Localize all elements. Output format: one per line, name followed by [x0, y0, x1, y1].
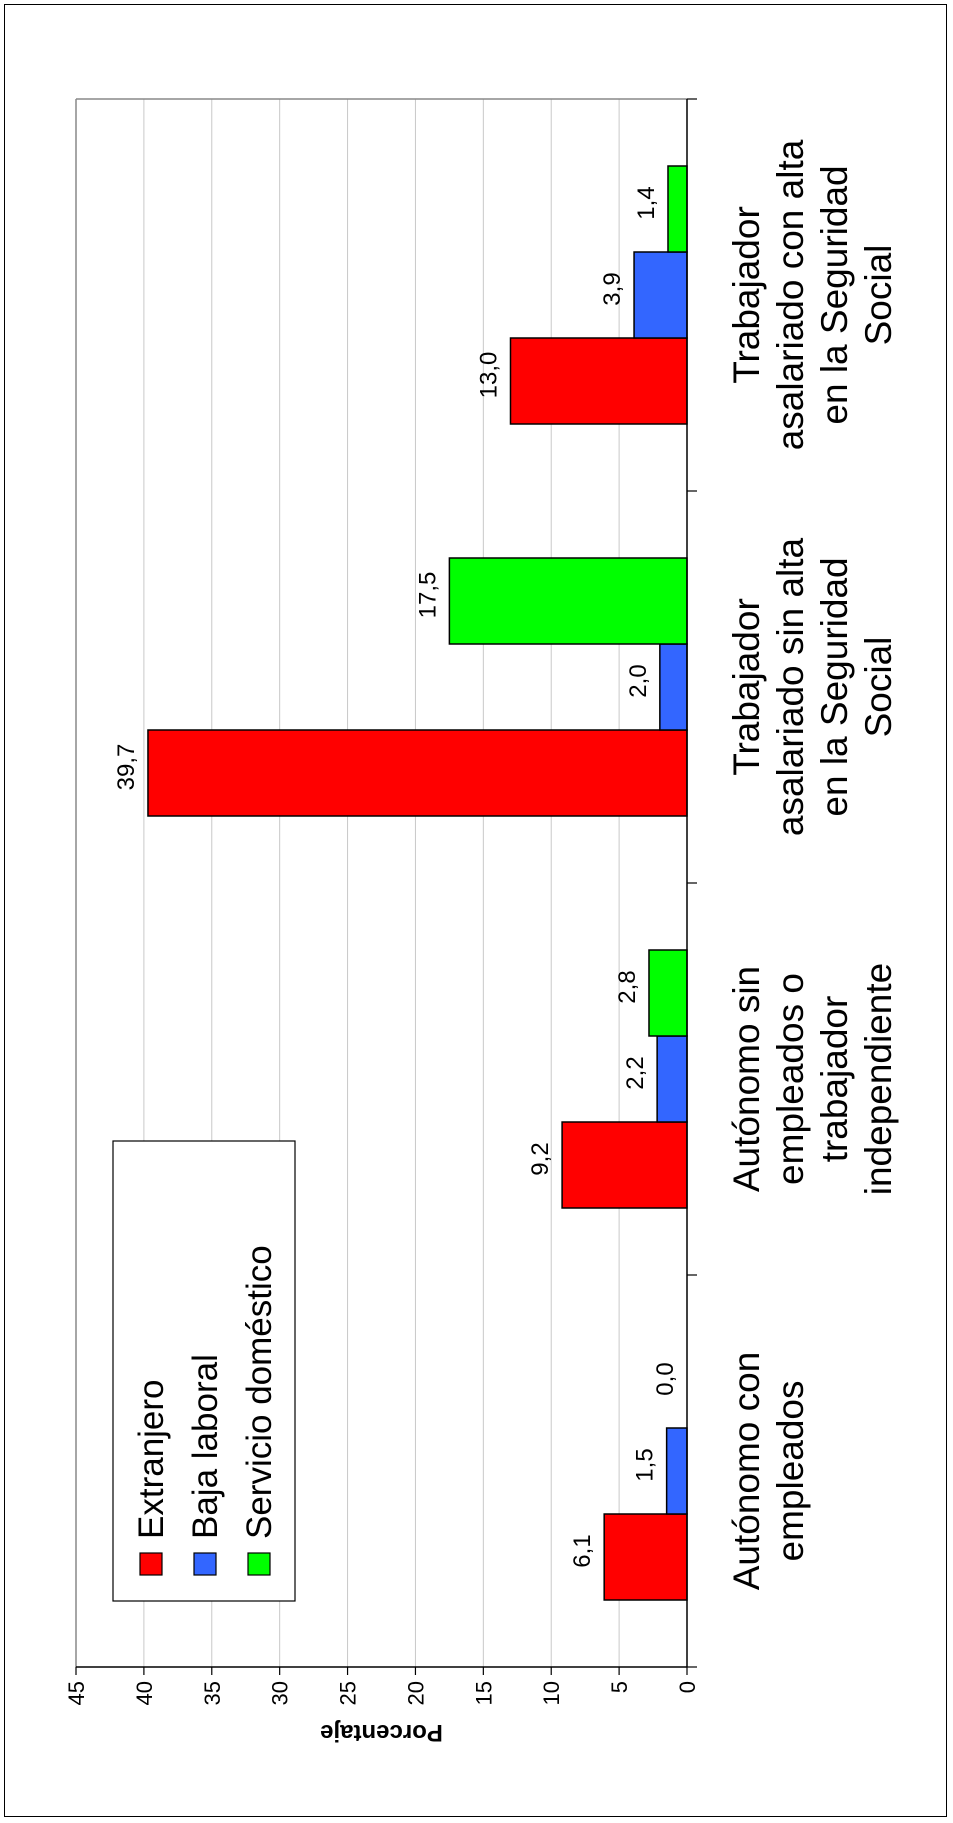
y-tick-label: 35 — [200, 1681, 225, 1705]
category-label: Trabajador asalariado sin alta en la Segur… — [726, 537, 899, 836]
category-label-line: en la Seguridad — [814, 165, 855, 424]
y-axis-title-text: Porcentaje — [320, 1719, 443, 1746]
legend-swatch — [193, 1552, 217, 1576]
category-label: Autónomo sin empleados o trabajador indepen… — [726, 963, 899, 1196]
data-label: 9,2 — [527, 1142, 554, 1175]
category-label-line: Trabajador — [726, 598, 767, 776]
y-tick-labels: 0 5 10 15 20 25 30 35 40 45 — [64, 1681, 700, 1705]
data-label: 0,0 — [652, 1362, 679, 1395]
y-tick-label: 0 — [675, 1681, 700, 1693]
chart-frame: 0 5 10 15 20 25 30 35 40 45 6,1 1,5 0,0 9,2 2,2 2,8 39,… — [4, 4, 947, 1817]
bar — [147, 729, 688, 817]
category-label-line: independiente — [858, 963, 899, 1196]
axes — [75, 98, 697, 1675]
bar — [648, 949, 688, 1037]
bar — [448, 557, 688, 645]
y-tick-label: 15 — [471, 1681, 496, 1705]
data-label: 17,5 — [414, 572, 441, 619]
legend-box — [112, 1140, 296, 1602]
data-labels: 6,1 1,5 0,0 9,2 2,2 2,8 39,7 2,0 17,5 13,0 3,9 1,4 — [113, 186, 679, 1567]
category-label-line: Autónomo con — [726, 1352, 767, 1591]
category-label-line: Autónomo sin — [726, 966, 767, 1192]
data-label: 2,8 — [614, 970, 641, 1003]
data-label: 2,2 — [622, 1056, 649, 1089]
data-label: 1,4 — [633, 186, 660, 219]
y-tick-label: 40 — [132, 1681, 157, 1705]
bar — [561, 1121, 688, 1209]
bar — [667, 165, 688, 253]
bar — [509, 337, 688, 425]
data-label: 3,9 — [599, 272, 626, 305]
y-tick-label: 10 — [539, 1681, 564, 1705]
bars — [147, 165, 688, 1601]
bar — [603, 1513, 688, 1601]
legend-label: Servicio doméstico — [240, 1245, 279, 1539]
category-label-line: en la Seguridad — [814, 557, 855, 816]
data-label: 39,7 — [113, 744, 140, 791]
category-label-line: Social — [858, 245, 899, 346]
category-label-line: empleados o — [770, 973, 811, 1185]
category-label-line: trabajador — [814, 996, 855, 1163]
y-tick-label: 45 — [64, 1681, 89, 1705]
category-label-line: asalariado sin alta — [770, 537, 811, 836]
legend-label: Extranjero — [132, 1379, 171, 1539]
data-label: 6,1 — [569, 1534, 596, 1567]
bar — [659, 643, 688, 731]
legend-swatch — [139, 1552, 163, 1576]
category-label: Autónomo con empleados — [726, 1352, 811, 1591]
y-tick-label: 30 — [268, 1681, 293, 1705]
y-axis-title: Porcentaje — [320, 1719, 443, 1746]
bar — [665, 1427, 688, 1515]
bar-chart: 0 5 10 15 20 25 30 35 40 45 6,1 1,5 0,0 9,2 2,2 2,8 39,… — [64, 98, 899, 1746]
legend: Extranjero Baja laboral Servicio doméstico — [112, 1140, 296, 1602]
category-label-line: empleados — [770, 1380, 811, 1561]
y-tick-label: 25 — [336, 1681, 361, 1705]
bar — [633, 251, 688, 339]
category-label-line: Trabajador — [726, 206, 767, 384]
legend-label: Baja laboral — [186, 1354, 225, 1539]
data-label: 1,5 — [632, 1448, 659, 1481]
category-label-line: asalariado con alta — [770, 139, 811, 450]
data-label: 2,0 — [625, 664, 652, 697]
legend-swatch — [247, 1552, 271, 1576]
data-label: 13,0 — [475, 352, 502, 399]
category-label: Trabajador asalariado con alta en la Segur… — [726, 139, 899, 450]
y-tick-label: 5 — [607, 1681, 632, 1693]
y-tick-label: 20 — [403, 1681, 428, 1705]
bar — [656, 1035, 688, 1123]
category-label-line: Social — [858, 637, 899, 738]
